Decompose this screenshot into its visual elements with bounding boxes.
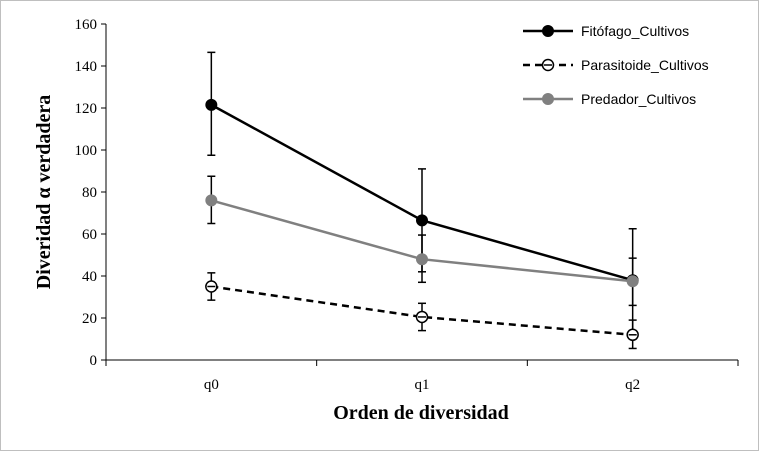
series-line [211,285,633,337]
legend-label: Fitófago_Cultivos [581,23,689,39]
legend-swatch-marker [542,25,554,37]
y-tick-label: 40 [82,269,97,285]
y-tick-label: 80 [82,185,97,201]
y-tick-label: 120 [75,101,98,117]
data-point [205,194,218,207]
data-point [416,253,428,266]
y-tick-label: 0 [90,353,98,369]
x-tick-label: q0 [204,377,219,393]
x-tick-label: q2 [625,377,640,393]
y-tick-label: 140 [75,59,98,75]
y-tick-label: 160 [75,17,98,33]
y-tick-label: 100 [75,143,98,159]
legend-label: Predador_Cultivos [581,91,696,107]
data-point [416,214,428,227]
series-1 [205,51,639,332]
x-ticks: q0 q1 q2 [105,360,739,393]
y-tick-label: 20 [82,311,97,327]
legend-item: Fitófago_Cultivos [523,23,689,39]
series-3 [205,175,639,307]
series-2 [205,272,639,350]
data-point [626,275,639,288]
legend: Fitófago_Cultivos Parasitoide_Cultivos Pre… [523,23,709,107]
x-tick-label: q1 [415,377,430,393]
legend-swatch-marker [542,93,554,105]
y-axis-title: Diveridad α verdadera [33,95,55,289]
y-tick-label: 60 [82,227,97,243]
legend-label: Parasitoide_Cultivos [581,57,709,73]
series-layer [205,51,639,350]
x-axis-title: Orden de diversidad [333,402,509,424]
y-ticks: 0 20 40 60 80 100 120 140 160 [75,17,106,369]
data-point [205,98,218,111]
legend-item: Parasitoide_Cultivos [523,57,709,73]
legend-item: Predador_Cultivos [523,91,696,107]
